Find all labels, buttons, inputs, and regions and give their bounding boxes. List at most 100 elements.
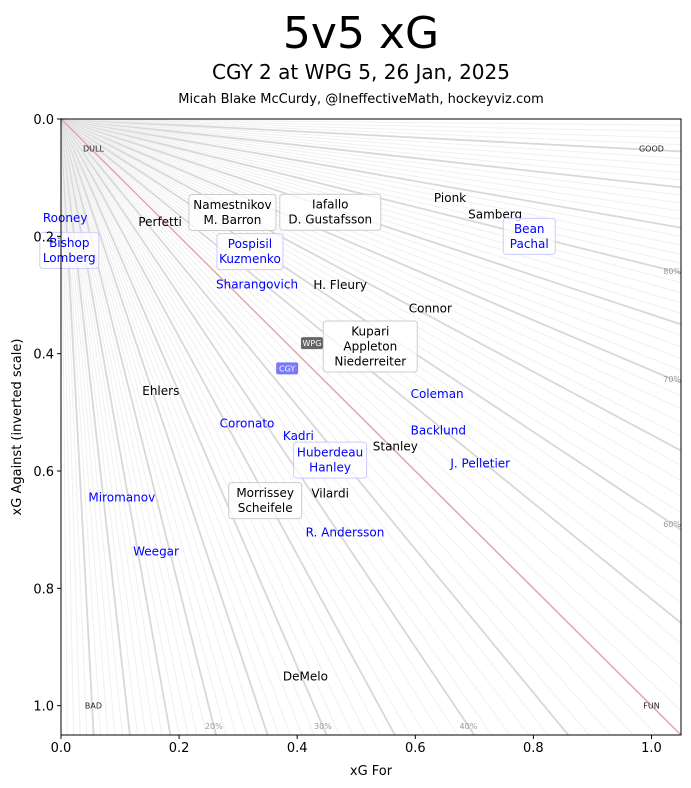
corner-label-good: GOOD xyxy=(639,144,664,153)
share-line xyxy=(60,118,682,237)
share-line xyxy=(60,118,682,348)
team-badge-label: CGY xyxy=(279,364,295,373)
player-label-group: Sharangovich xyxy=(216,277,298,291)
label-box xyxy=(216,233,284,271)
share-line xyxy=(60,118,634,736)
share-line xyxy=(60,118,303,736)
player-name: Sharangovich xyxy=(216,277,298,291)
share-line xyxy=(60,118,426,736)
player-name: Vilardi xyxy=(311,487,349,501)
share-line xyxy=(60,118,269,736)
share-line xyxy=(60,118,682,397)
player-name: Kuzmenko xyxy=(219,252,281,266)
team-badge-label: WPG xyxy=(302,339,321,348)
label-box xyxy=(228,482,303,520)
player-label-group: H. Fleury xyxy=(313,278,367,292)
even-share-line xyxy=(60,118,682,736)
share-line xyxy=(60,118,682,153)
player-name: Bean xyxy=(514,222,545,236)
chart-subtitle: CGY 2 at WPG 5, 26 Jan, 2025 xyxy=(212,60,510,84)
share-line xyxy=(60,118,682,645)
y-tick-label: 0.0 xyxy=(33,113,54,128)
y-tick-label: 0.6 xyxy=(33,465,54,480)
share-line xyxy=(60,118,291,736)
share-line xyxy=(60,118,682,423)
share-line xyxy=(60,118,123,736)
team-badge-cgy xyxy=(276,362,299,375)
player-name: Miromanov xyxy=(88,490,155,504)
share-line xyxy=(60,118,139,736)
share-label: 20% xyxy=(205,722,223,731)
player-label-group: Perfetti xyxy=(138,215,181,229)
player-name: Hanley xyxy=(309,461,351,475)
player-name: Pachal xyxy=(510,237,549,251)
share-line xyxy=(60,118,682,139)
share-line xyxy=(60,118,511,736)
share-line xyxy=(60,118,189,736)
share-line xyxy=(60,118,396,736)
player-name: Connor xyxy=(409,301,452,315)
player-name: Huberdeau xyxy=(297,446,363,460)
share-line xyxy=(60,118,476,736)
x-axis-label: xG For xyxy=(350,764,393,779)
label-box xyxy=(293,441,368,479)
corner-label-dull: DULL xyxy=(83,144,104,153)
player-label-group: J. Pelletier xyxy=(449,456,510,470)
share-line xyxy=(60,118,682,452)
player-name: DeMelo xyxy=(283,669,328,683)
x-tick-label: 0.0 xyxy=(51,741,72,756)
x-tick-label: 1.0 xyxy=(641,741,662,756)
share-line xyxy=(60,118,682,159)
share-line xyxy=(60,118,682,514)
player-name: Rooney xyxy=(43,211,88,225)
share-line xyxy=(60,118,682,212)
share-line xyxy=(60,118,682,255)
share-line xyxy=(60,118,227,736)
player-name: Perfetti xyxy=(138,215,181,229)
share-line xyxy=(60,118,411,736)
share-line xyxy=(60,118,590,736)
label-box xyxy=(502,217,556,255)
share-line xyxy=(60,118,354,736)
player-name: Samberg xyxy=(468,207,522,221)
player-name: Iafallo xyxy=(312,198,348,212)
share-line xyxy=(60,118,682,666)
share-line xyxy=(60,118,95,736)
share-line xyxy=(60,118,682,360)
x-tick-label: 0.6 xyxy=(405,741,426,756)
share-line xyxy=(60,118,682,204)
y-axis-label: xG Against (inverted scale) xyxy=(10,339,25,516)
x-tick-label: 0.4 xyxy=(287,741,308,756)
share-line xyxy=(60,118,530,736)
share-line xyxy=(60,118,116,736)
share-label: 70% xyxy=(663,375,681,384)
share-line xyxy=(60,118,682,437)
x-tick-label: 0.2 xyxy=(169,741,190,756)
share-label: 80% xyxy=(663,267,681,276)
player-name: Stanley xyxy=(373,439,418,453)
share-line xyxy=(60,118,341,736)
share-line xyxy=(60,118,682,264)
player-name: Pospisil xyxy=(228,237,272,251)
player-label-group: Coronato xyxy=(220,416,275,430)
share-line xyxy=(60,118,381,736)
share-line xyxy=(60,118,217,736)
player-name: Namestnikov xyxy=(193,198,271,212)
player-label-group: Stanley xyxy=(373,439,418,453)
share-line xyxy=(60,118,682,384)
share-line xyxy=(60,118,237,736)
share-line xyxy=(60,118,81,736)
player-label-group: Kadri xyxy=(283,429,314,443)
player-name: M. Barron xyxy=(203,213,261,227)
share-line xyxy=(60,118,682,372)
share-line xyxy=(60,118,109,736)
player-label-group: Miromanov xyxy=(88,490,155,504)
share-line xyxy=(60,118,442,736)
y-tick-label: 0.4 xyxy=(33,348,54,363)
